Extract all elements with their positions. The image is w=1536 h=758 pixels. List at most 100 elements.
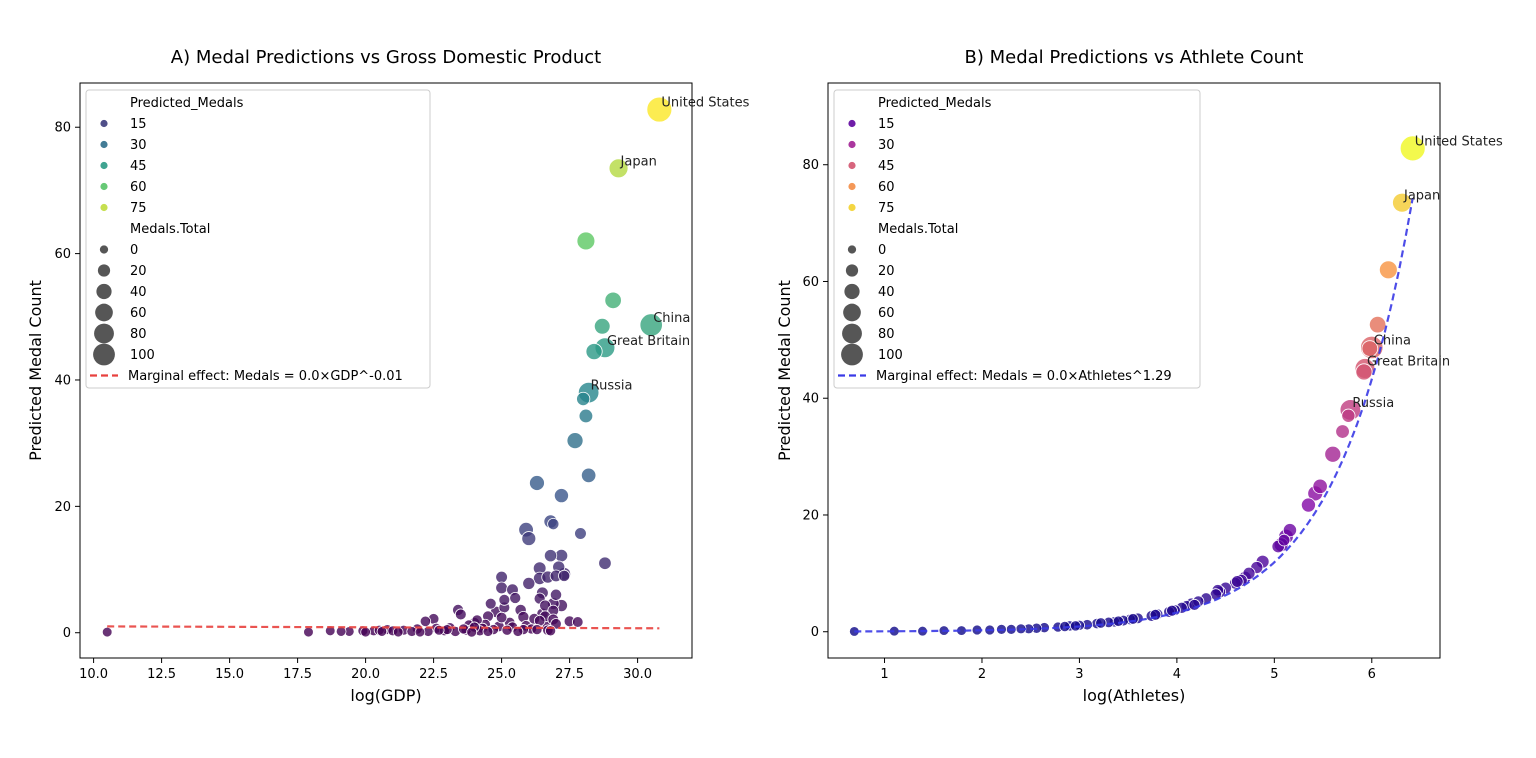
scatter-point [1277,533,1291,547]
legend-size-label: 0 [878,243,886,258]
point-annotation: China [653,311,690,326]
x-tick-label: 10.0 [79,667,108,682]
legend-size-title: Medals.Total [130,222,210,237]
legend-hue-marker [100,140,108,149]
scatter-point [522,576,536,590]
y-tick-label: 80 [802,158,819,173]
scatter-point [572,616,584,628]
scatter-point [521,531,537,546]
legend-hue-label: 45 [130,159,147,174]
scatter-point [482,626,494,637]
x-tick-label: 4 [1173,667,1181,682]
legend-size-label: 100 [130,348,155,363]
scatter-point [1188,598,1201,611]
legend-size-marker [97,264,111,277]
scatter-point [414,626,426,638]
scatter-point [501,624,513,636]
legend-size-title: Medals.Total [878,222,958,237]
legend-size-label: 20 [878,264,895,279]
legend-size-label: 100 [878,348,903,363]
point-annotation: Great Britain [607,334,690,349]
scatter-point [558,569,571,582]
legend-size-label: 0 [130,243,138,258]
y-tick-label: 20 [802,508,819,523]
legend-hue-marker [100,119,108,128]
legend-size-label: 20 [130,264,147,279]
legend-line-label: Marginal effect: Medals = 0.0×GDP^-0.01 [128,369,403,384]
scatter-point [1112,615,1125,627]
y-tick-label: 20 [54,500,71,515]
legend-hue-marker [100,203,108,212]
legend-size-label: 80 [878,327,895,342]
x-axis-label: log(Athletes) [1083,686,1186,705]
x-tick-label: 17.5 [283,667,312,682]
scatter-points [849,135,1426,637]
scatter-point [1324,445,1342,463]
legend-box [85,89,431,389]
scatter-point [454,608,467,621]
legend-size-marker [96,283,112,300]
legend-hue-title: Predicted_Medals [878,96,992,111]
point-annotation: United States [1415,134,1503,149]
legend-hue-label: 15 [878,117,895,132]
chart-title: B) Medal Predictions vs Athlete Count [965,47,1304,68]
legend-size-marker [847,245,857,254]
scatter-point [604,291,622,310]
marginal-effect-line [107,625,660,630]
scatter-point [303,626,314,638]
scatter-points [101,96,673,638]
legend-hue-label: 75 [130,201,147,216]
x-tick-label: 22.5 [419,667,448,682]
x-tick-label: 6 [1368,667,1376,682]
y-axis-label: Predicted Medal Count [775,280,794,461]
marginal-effect-line [854,197,1414,633]
legend-hue-label: 60 [130,180,147,195]
legend-size-label: 80 [130,327,147,342]
x-tick-label: 2 [978,667,986,682]
x-tick-label: 20.0 [351,667,380,682]
legend-size-marker [95,303,113,322]
legend-hue-marker [100,161,108,170]
y-tick-label: 40 [54,373,71,388]
scatter-point [101,626,113,638]
legend-size-marker [843,303,861,322]
legend-size-marker [99,245,109,254]
legend-hue-marker [848,161,856,170]
scatter-point [1312,478,1328,495]
point-annotation: United States [661,96,749,111]
scatter-point [1355,363,1373,381]
legend-hue-marker [848,119,856,128]
scatter-point [495,570,508,584]
scatter-point [608,158,629,179]
scatter-point [1300,497,1316,513]
x-axis-label: log(GDP) [350,686,421,705]
scatter-point [376,626,388,637]
legend-size-marker [841,343,863,366]
scatter-point [1361,340,1379,357]
x-tick-label: 12.5 [147,667,176,682]
scatter-point [543,549,558,563]
scatter-point [580,467,597,484]
scatter-point [585,343,603,361]
point-annotation: Japan [1403,189,1440,204]
legend-size-label: 40 [878,285,895,300]
scatter-point [1378,260,1398,280]
legend-hue-marker [848,140,856,149]
scatter-point [1231,575,1244,588]
scatter-point [1095,617,1107,629]
legend-size-marker [94,323,114,344]
scatter-point [484,597,497,610]
chart-title: A) Medal Predictions vs Gross Domestic P… [171,47,601,68]
y-tick-label: 60 [802,275,819,290]
scatter-point [1341,408,1356,423]
legend-hue-label: 30 [130,138,147,153]
legend-hue-label: 30 [878,138,895,153]
plot-frame [827,82,1441,659]
y-axis-label: Predicted Medal Count [26,280,45,461]
legend-hue-title: Predicted_Medals [130,96,244,111]
x-tick-label: 25.0 [487,667,516,682]
scatter-point [324,625,336,637]
legend-size-label: 40 [130,285,147,300]
scatter-point [495,611,508,624]
scatter-point [531,624,543,636]
